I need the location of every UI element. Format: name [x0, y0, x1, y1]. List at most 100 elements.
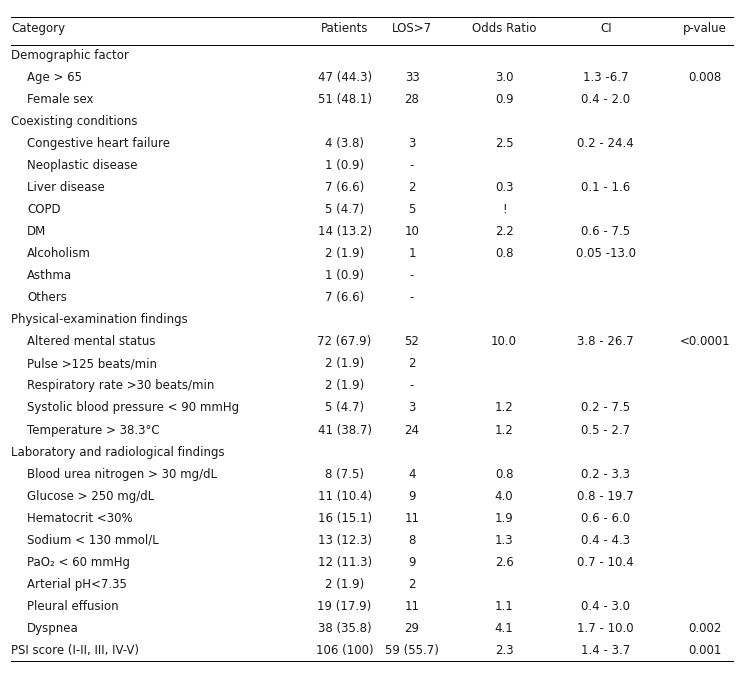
- Text: 24: 24: [405, 423, 420, 437]
- Text: 33: 33: [405, 71, 420, 84]
- Text: PaO₂ < 60 mmHg: PaO₂ < 60 mmHg: [27, 556, 130, 569]
- Text: 2.2: 2.2: [495, 225, 514, 238]
- Text: 0.4 - 2.0: 0.4 - 2.0: [581, 93, 630, 106]
- Text: 2 (1.9): 2 (1.9): [325, 247, 364, 260]
- Text: Odds Ratio: Odds Ratio: [472, 22, 536, 35]
- Text: Alcoholism: Alcoholism: [27, 247, 91, 260]
- Text: p-value: p-value: [683, 22, 727, 35]
- Text: 1.2: 1.2: [495, 402, 514, 414]
- Text: 0.6 - 7.5: 0.6 - 7.5: [581, 225, 630, 238]
- Text: 41 (38.7): 41 (38.7): [317, 423, 371, 437]
- Text: 11 (10.4): 11 (10.4): [317, 489, 371, 502]
- Text: 2.6: 2.6: [495, 556, 514, 569]
- Text: 13 (12.3): 13 (12.3): [317, 533, 371, 547]
- Text: 0.3: 0.3: [495, 181, 514, 194]
- Text: 7 (6.6): 7 (6.6): [325, 291, 364, 304]
- Text: Physical-examination findings: Physical-examination findings: [11, 314, 188, 327]
- Text: 28: 28: [405, 93, 420, 106]
- Text: 5 (4.7): 5 (4.7): [325, 402, 364, 414]
- Text: 1: 1: [408, 247, 416, 260]
- Text: -: -: [410, 379, 414, 393]
- Text: Category: Category: [11, 22, 65, 35]
- Text: 2: 2: [408, 181, 416, 194]
- Text: 1 (0.9): 1 (0.9): [325, 269, 364, 283]
- Text: -: -: [410, 269, 414, 283]
- Text: Neoplastic disease: Neoplastic disease: [27, 159, 138, 172]
- Text: 1.7 - 10.0: 1.7 - 10.0: [577, 622, 634, 635]
- Text: 8: 8: [408, 533, 416, 547]
- Text: 51 (48.1): 51 (48.1): [317, 93, 371, 106]
- Text: 10.0: 10.0: [491, 335, 517, 348]
- Text: Glucose > 250 mg/dL: Glucose > 250 mg/dL: [27, 489, 154, 502]
- Text: 14 (13.2): 14 (13.2): [317, 225, 371, 238]
- Text: 0.2 - 24.4: 0.2 - 24.4: [577, 137, 634, 150]
- Text: Blood urea nitrogen > 30 mg/dL: Blood urea nitrogen > 30 mg/dL: [27, 468, 217, 481]
- Text: Asthma: Asthma: [27, 269, 72, 283]
- Text: Female sex: Female sex: [27, 93, 93, 106]
- Text: Congestive heart failure: Congestive heart failure: [27, 137, 170, 150]
- Text: 10: 10: [405, 225, 420, 238]
- Text: 0.05 -13.0: 0.05 -13.0: [576, 247, 636, 260]
- Text: 9: 9: [408, 489, 416, 502]
- Text: Laboratory and radiological findings: Laboratory and radiological findings: [11, 445, 225, 458]
- Text: -: -: [410, 159, 414, 172]
- Text: 4.0: 4.0: [495, 489, 514, 502]
- Text: Systolic blood pressure < 90 mmHg: Systolic blood pressure < 90 mmHg: [27, 402, 239, 414]
- Text: Temperature > 38.3°C: Temperature > 38.3°C: [27, 423, 160, 437]
- Text: Altered mental status: Altered mental status: [27, 335, 155, 348]
- Text: COPD: COPD: [27, 203, 61, 216]
- Text: 12 (11.3): 12 (11.3): [317, 556, 371, 569]
- Text: Liver disease: Liver disease: [27, 181, 105, 194]
- Text: 16 (15.1): 16 (15.1): [317, 512, 371, 525]
- Text: 59 (55.7): 59 (55.7): [385, 644, 439, 657]
- Text: 3.8 - 26.7: 3.8 - 26.7: [577, 335, 634, 348]
- Text: 2 (1.9): 2 (1.9): [325, 358, 364, 370]
- Text: 2: 2: [408, 358, 416, 370]
- Text: 0.7 - 10.4: 0.7 - 10.4: [577, 556, 634, 569]
- Text: 0.8: 0.8: [495, 247, 514, 260]
- Text: 7 (6.6): 7 (6.6): [325, 181, 364, 194]
- Text: PSI score (I-II, III, IV-V): PSI score (I-II, III, IV-V): [11, 644, 139, 657]
- Text: Dyspnea: Dyspnea: [27, 622, 78, 635]
- Text: 19 (17.9): 19 (17.9): [317, 600, 371, 612]
- Text: 2: 2: [408, 578, 416, 591]
- Text: CI: CI: [600, 22, 611, 35]
- Text: 3.0: 3.0: [495, 71, 514, 84]
- Text: 3: 3: [408, 402, 416, 414]
- Text: -: -: [410, 291, 414, 304]
- Text: 11: 11: [405, 600, 420, 612]
- Text: 72 (67.9): 72 (67.9): [317, 335, 371, 348]
- Text: 1.3 -6.7: 1.3 -6.7: [583, 71, 628, 84]
- Text: 4.1: 4.1: [495, 622, 514, 635]
- Text: 1.4 - 3.7: 1.4 - 3.7: [581, 644, 630, 657]
- Text: 47 (44.3): 47 (44.3): [317, 71, 371, 84]
- Text: Pulse >125 beats/min: Pulse >125 beats/min: [27, 358, 157, 370]
- Text: 29: 29: [405, 622, 420, 635]
- Text: 0.2 - 7.5: 0.2 - 7.5: [581, 402, 630, 414]
- Text: 3: 3: [408, 137, 416, 150]
- Text: 4 (3.8): 4 (3.8): [325, 137, 364, 150]
- Text: 0.008: 0.008: [688, 71, 722, 84]
- Text: 2 (1.9): 2 (1.9): [325, 379, 364, 393]
- Text: 8 (7.5): 8 (7.5): [325, 468, 364, 481]
- Text: Demographic factor: Demographic factor: [11, 49, 129, 62]
- Text: 0.8: 0.8: [495, 468, 514, 481]
- Text: 106 (100): 106 (100): [316, 644, 374, 657]
- Text: Others: Others: [27, 291, 67, 304]
- Text: 2.3: 2.3: [495, 644, 514, 657]
- Text: Coexisting conditions: Coexisting conditions: [11, 115, 138, 128]
- Text: 0.9: 0.9: [495, 93, 514, 106]
- Text: 1 (0.9): 1 (0.9): [325, 159, 364, 172]
- Text: Hematocrit <30%: Hematocrit <30%: [27, 512, 132, 525]
- Text: 52: 52: [405, 335, 420, 348]
- Text: Patients: Patients: [321, 22, 369, 35]
- Text: 1.2: 1.2: [495, 423, 514, 437]
- Text: 11: 11: [405, 512, 420, 525]
- Text: 5: 5: [408, 203, 416, 216]
- Text: 2.5: 2.5: [495, 137, 514, 150]
- Text: DM: DM: [27, 225, 46, 238]
- Text: !: !: [502, 203, 506, 216]
- Text: 0.2 - 3.3: 0.2 - 3.3: [581, 468, 630, 481]
- Text: <0.0001: <0.0001: [680, 335, 730, 348]
- Text: 0.5 - 2.7: 0.5 - 2.7: [581, 423, 630, 437]
